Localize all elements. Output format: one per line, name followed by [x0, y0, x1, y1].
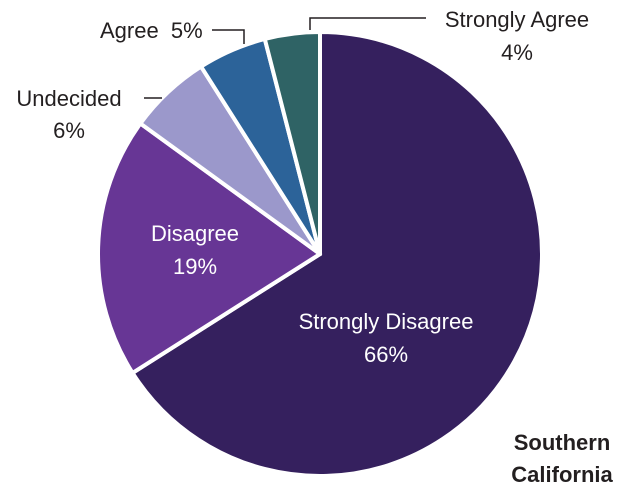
slice-label-undecided-value: 6% — [53, 118, 85, 143]
slice-labels: Strongly Disagree 66% Disagree 19% Undec… — [16, 7, 589, 367]
slice-label-undecided-name: Undecided — [16, 86, 121, 111]
region-label: Southern California — [511, 430, 613, 487]
region-label-line-1: Southern — [514, 430, 611, 455]
slice-label-agree-name: Agree — [100, 18, 159, 43]
slice-label-strongly-agree-name: Strongly Agree — [445, 7, 589, 32]
pie-slice-strongly-agree — [262, 30, 322, 256]
region-label-line-2: California — [511, 462, 613, 487]
pie-slice-disagree — [96, 121, 322, 375]
slice-label-strongly-disagree-value: 66% — [364, 342, 408, 367]
slice-label-agree: Agree 5% — [100, 18, 203, 43]
slice-label-strongly-disagree-name: Strongly Disagree — [299, 309, 474, 334]
slice-label-disagree-value: 19% — [173, 254, 217, 279]
slice-label-agree-value: 5% — [171, 18, 203, 43]
slice-label-strongly-agree-value: 4% — [501, 40, 533, 65]
leader-line-agree — [212, 29, 245, 44]
slice-label-disagree-name: Disagree — [151, 221, 239, 246]
pie-slice-strongly-disagree — [130, 30, 544, 478]
pie-slices — [96, 30, 544, 478]
leader-line-strongly-agree — [309, 17, 426, 30]
leader-lines — [144, 17, 426, 99]
